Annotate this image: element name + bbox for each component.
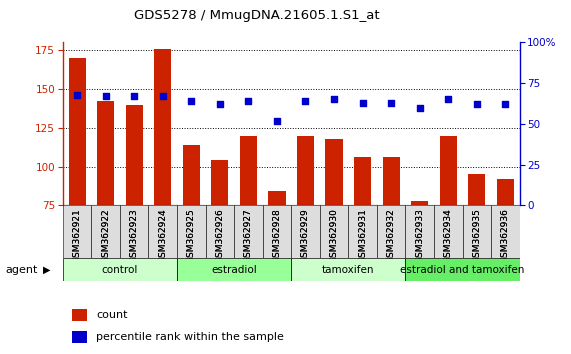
Bar [325, 139, 343, 205]
Text: agent: agent [6, 265, 38, 275]
Bar [297, 136, 314, 205]
Text: GSM362922: GSM362922 [101, 208, 110, 263]
Text: GSM362932: GSM362932 [387, 208, 396, 263]
Bar [72, 331, 87, 343]
Text: GSM362933: GSM362933 [415, 208, 424, 263]
Text: GSM362925: GSM362925 [187, 208, 196, 263]
Point [444, 97, 453, 102]
Bar [120, 205, 148, 258]
Point [73, 92, 82, 97]
Bar [177, 205, 206, 258]
Point [472, 102, 481, 107]
Bar [263, 205, 291, 258]
Text: GSM362929: GSM362929 [301, 208, 310, 263]
Text: GSM362923: GSM362923 [130, 208, 139, 263]
Bar [97, 101, 114, 205]
Bar [348, 205, 377, 258]
Bar [91, 205, 120, 258]
Text: percentile rank within the sample: percentile rank within the sample [96, 332, 284, 342]
Bar [177, 258, 291, 281]
Text: GSM362934: GSM362934 [444, 208, 453, 263]
Text: GSM362935: GSM362935 [472, 208, 481, 263]
Bar [63, 205, 91, 258]
Bar [240, 136, 257, 205]
Point [187, 98, 196, 104]
Text: GSM362924: GSM362924 [158, 208, 167, 263]
Bar [468, 174, 485, 205]
Point [387, 100, 396, 105]
Bar [497, 179, 514, 205]
Text: GSM362921: GSM362921 [73, 208, 82, 263]
Point [244, 98, 253, 104]
Text: GSM362933: GSM362933 [415, 208, 424, 263]
Bar [72, 309, 87, 321]
Text: GSM362926: GSM362926 [215, 208, 224, 263]
Point [415, 105, 424, 110]
Text: GDS5278 / MmugDNA.21605.1.S1_at: GDS5278 / MmugDNA.21605.1.S1_at [134, 9, 380, 22]
Text: GSM362927: GSM362927 [244, 208, 253, 263]
Text: GSM362921: GSM362921 [73, 208, 82, 263]
Bar [411, 201, 428, 205]
Text: GSM362934: GSM362934 [444, 208, 453, 263]
Text: GSM362930: GSM362930 [329, 208, 339, 263]
Bar [268, 192, 286, 205]
Text: GSM362928: GSM362928 [272, 208, 282, 263]
Text: estradiol: estradiol [211, 265, 257, 275]
Bar [148, 205, 177, 258]
Bar [234, 205, 263, 258]
Bar [154, 49, 171, 205]
Text: GSM362936: GSM362936 [501, 208, 510, 263]
Point [101, 93, 110, 99]
Bar [211, 160, 228, 205]
Bar [69, 58, 86, 205]
Text: GSM362927: GSM362927 [244, 208, 253, 263]
Text: GSM362928: GSM362928 [272, 208, 282, 263]
Bar [434, 205, 463, 258]
Bar [377, 205, 405, 258]
Bar [320, 205, 348, 258]
Point [158, 93, 167, 99]
Bar [383, 157, 400, 205]
Point [272, 118, 282, 124]
Text: tamoxifen: tamoxifen [322, 265, 375, 275]
Bar [463, 205, 491, 258]
Text: GSM362931: GSM362931 [358, 208, 367, 263]
Bar [440, 136, 457, 205]
Text: GSM362924: GSM362924 [158, 208, 167, 263]
Text: GSM362935: GSM362935 [472, 208, 481, 263]
Bar [206, 205, 234, 258]
Point [301, 98, 310, 104]
Text: GSM362936: GSM362936 [501, 208, 510, 263]
Bar [126, 104, 143, 205]
Bar [354, 157, 371, 205]
Bar [405, 205, 434, 258]
Text: GSM362929: GSM362929 [301, 208, 310, 263]
Point [501, 102, 510, 107]
Point [215, 102, 224, 107]
Text: GSM362931: GSM362931 [358, 208, 367, 263]
Text: control: control [102, 265, 138, 275]
Text: GSM362923: GSM362923 [130, 208, 139, 263]
Text: count: count [96, 310, 128, 320]
Bar [291, 205, 320, 258]
Bar [491, 205, 520, 258]
Text: GSM362925: GSM362925 [187, 208, 196, 263]
Bar [183, 145, 200, 205]
Text: estradiol and tamoxifen: estradiol and tamoxifen [400, 265, 525, 275]
Bar [405, 258, 520, 281]
Point [358, 100, 367, 105]
Point [329, 97, 339, 102]
Text: GSM362930: GSM362930 [329, 208, 339, 263]
Point [130, 93, 139, 99]
Text: GSM362926: GSM362926 [215, 208, 224, 263]
Bar [63, 258, 177, 281]
Text: GSM362932: GSM362932 [387, 208, 396, 263]
Bar [291, 258, 405, 281]
Text: ▶: ▶ [43, 265, 50, 275]
Text: GSM362922: GSM362922 [101, 208, 110, 263]
